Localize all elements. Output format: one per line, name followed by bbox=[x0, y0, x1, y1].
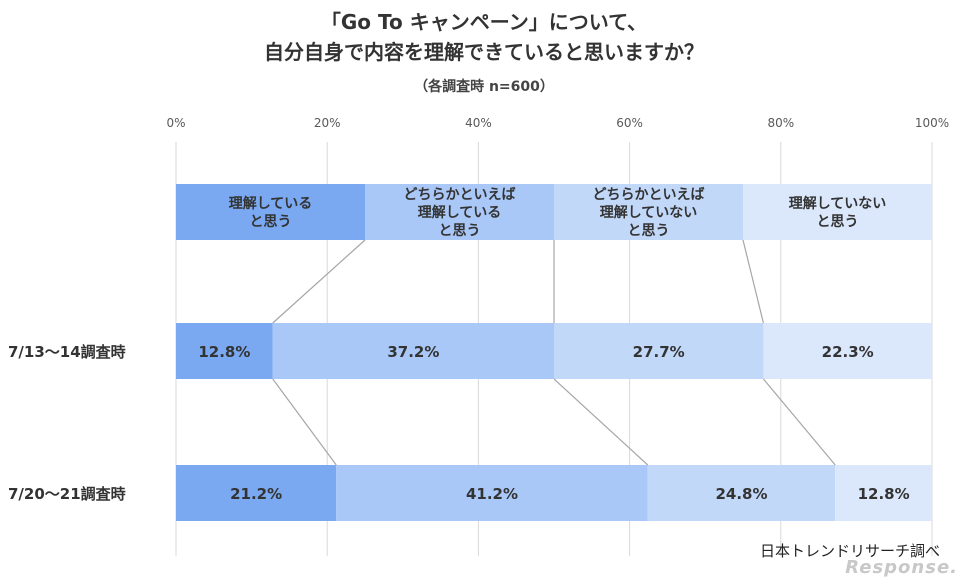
legend-swatch bbox=[176, 184, 365, 240]
chart-title-line1: 「Go To キャンペーン」について、 bbox=[320, 10, 648, 34]
bar-segment bbox=[272, 323, 554, 379]
chart-title-line2: 自分自身で内容を理解できていると思いますか？ bbox=[264, 40, 704, 64]
bar-segment bbox=[176, 323, 273, 379]
data-label: 22.3% bbox=[822, 343, 874, 361]
legend-swatch bbox=[743, 184, 932, 240]
x-tick-label: 0% bbox=[166, 116, 185, 130]
x-tick-label: 20% bbox=[314, 116, 341, 130]
x-tick-label: 40% bbox=[465, 116, 492, 130]
data-label: 41.2% bbox=[466, 485, 518, 503]
legend-label: どちらかといえば理解していると思う bbox=[404, 187, 516, 239]
bar-segment bbox=[336, 465, 648, 521]
connector-line bbox=[762, 378, 836, 466]
bar-segment bbox=[176, 465, 337, 521]
watermark-logo: Response. bbox=[845, 557, 958, 578]
x-tick-label: 60% bbox=[616, 116, 643, 130]
data-label: 27.7% bbox=[633, 343, 685, 361]
legend-label: 理解していないと思う bbox=[789, 195, 887, 230]
x-tick-label: 100% bbox=[915, 116, 949, 130]
chart-subtitle: （各調査時 n=600） bbox=[414, 79, 554, 95]
legend-swatch bbox=[365, 184, 554, 240]
data-label: 21.2% bbox=[230, 485, 282, 503]
connector-line bbox=[553, 378, 649, 466]
bar-segment bbox=[835, 465, 932, 521]
bar-segment bbox=[763, 323, 932, 379]
connector-line bbox=[272, 378, 337, 466]
connector-line bbox=[742, 239, 764, 324]
data-label: 37.2% bbox=[387, 343, 439, 361]
connector-line bbox=[272, 239, 366, 324]
x-tick-label: 80% bbox=[767, 116, 794, 130]
legend-swatch bbox=[554, 184, 743, 240]
legend-label: どちらかといえば理解していないと思う bbox=[593, 187, 705, 239]
data-label: 12.8% bbox=[858, 485, 910, 503]
category-label: 7/13〜14調査時 bbox=[8, 343, 126, 361]
bar-segment bbox=[554, 323, 764, 379]
data-label: 24.8% bbox=[715, 485, 767, 503]
bar-segment bbox=[647, 465, 836, 521]
category-label: 7/20〜21調査時 bbox=[8, 485, 126, 503]
data-label: 12.8% bbox=[198, 343, 250, 361]
source-note: 日本トレンドリサーチ調べ bbox=[759, 542, 940, 560]
legend-label: 理解していると思う bbox=[229, 195, 313, 230]
